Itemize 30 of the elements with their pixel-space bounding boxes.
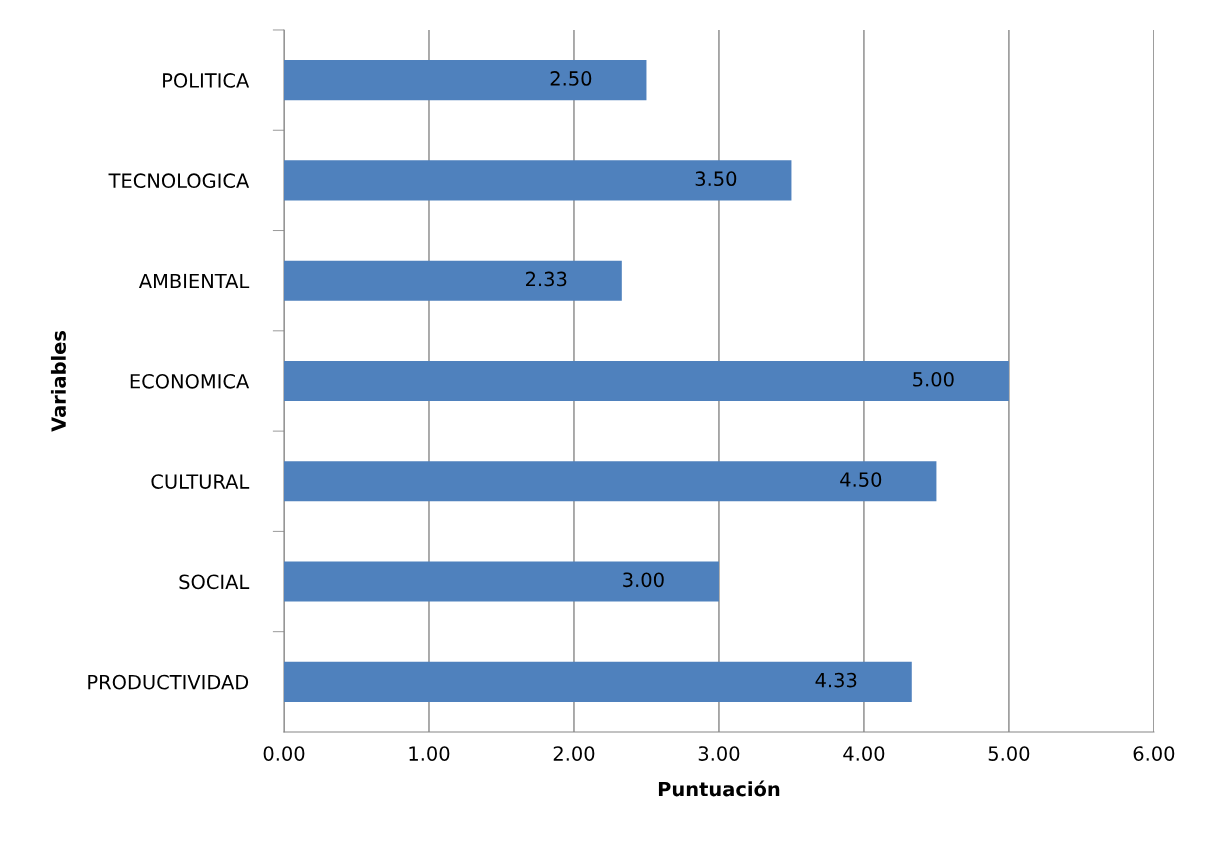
- x-tick-label: 2.00: [553, 746, 595, 761]
- data-label: 4.33: [815, 672, 857, 688]
- data-label: 2.50: [550, 71, 592, 86]
- x-tick-label: 1.00: [409, 746, 450, 761]
- bar: [284, 461, 937, 502]
- bar: [284, 661, 912, 702]
- data-label: 3.50: [695, 171, 737, 187]
- x-tick-label: 5.00: [988, 746, 1030, 761]
- x-axis-title: Puntuación: [658, 780, 780, 797]
- bar: [284, 160, 792, 201]
- x-tick-label: 0.00: [263, 746, 305, 761]
- y-tick-label: CULTURAL: [151, 474, 250, 489]
- y-tick-label: ECONOMICA: [130, 373, 250, 389]
- bar: [284, 561, 719, 602]
- x-tick-label: 4.00: [843, 746, 885, 761]
- y-tick-label: TECNOLOGICA: [108, 173, 250, 189]
- data-label: 4.50: [840, 472, 882, 487]
- data-label: 3.00: [623, 572, 664, 588]
- y-axis-title: Variables: [50, 330, 66, 432]
- x-tick-label: 3.00: [698, 746, 740, 761]
- y-tick-label: POLITICA: [163, 73, 250, 88]
- bar: [284, 60, 647, 101]
- bar: [284, 360, 1009, 402]
- x-tick-label: 6.00: [1133, 746, 1175, 761]
- data-label: 2.33: [526, 271, 567, 287]
- bar: [284, 260, 622, 301]
- data-label: 5.00: [913, 371, 954, 387]
- y-tick-label: PRODUCTIVIDAD: [88, 674, 249, 690]
- y-tick-label: SOCIAL: [179, 574, 250, 590]
- y-tick-label: AMBIENTAL: [138, 273, 250, 289]
